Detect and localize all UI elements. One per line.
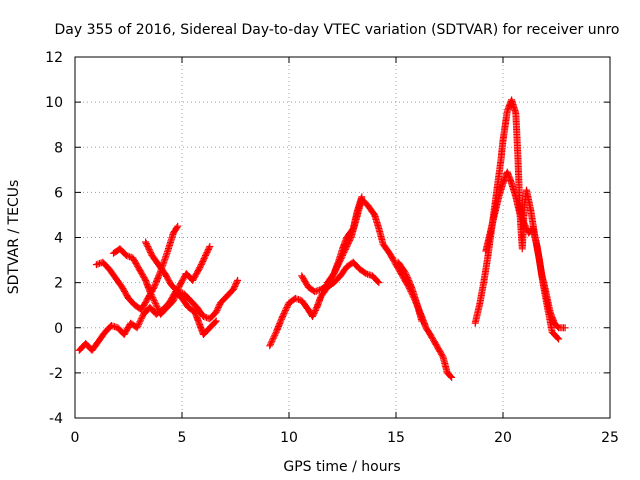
series-arc8 [394, 258, 426, 325]
x-tick-label: 15 [387, 430, 405, 446]
series-arc3 [110, 243, 214, 318]
y-axis-label: SDTVAR / TECUs [6, 180, 22, 295]
series-arc7 [324, 193, 366, 287]
x-tick-label: 5 [178, 430, 187, 446]
x-axis-label: GPS time / hours [283, 459, 400, 475]
series-layer [75, 96, 569, 381]
data-point-markers [298, 195, 456, 381]
series-arc6 [298, 195, 456, 381]
data-point-markers [394, 258, 426, 325]
grid-lines [75, 57, 610, 418]
y-tick-label: 12 [45, 50, 63, 66]
y-tick-label: 0 [54, 321, 63, 337]
series-arc10 [482, 168, 569, 332]
data-point-markers [324, 193, 366, 287]
y-tick-label: -4 [49, 411, 63, 427]
x-tick-label: 0 [71, 430, 80, 446]
data-point-markers [482, 168, 569, 332]
series-arc4 [142, 238, 242, 323]
series-arc5 [266, 258, 383, 350]
plot-frame [74, 56, 611, 419]
x-tick-label: 10 [280, 430, 298, 446]
y-tick-label: -2 [49, 366, 63, 382]
y-tick-label: 6 [54, 185, 63, 201]
y-tick-label: 10 [45, 95, 63, 111]
x-tick-label: 25 [601, 430, 619, 446]
y-tick-label: 4 [54, 231, 63, 247]
chart-title: Day 355 of 2016, Sidereal Day-to-day VTE… [55, 22, 620, 38]
axis-ticks: 0 5 10 15 20 25 -4 -2 0 2 4 6 8 10 12 [45, 50, 619, 446]
data-point-markers [142, 238, 242, 323]
data-point-markers [266, 258, 383, 350]
y-tick-label: 2 [54, 276, 63, 292]
y-tick-label: 8 [54, 140, 63, 156]
x-tick-label: 20 [494, 430, 512, 446]
data-point-markers [110, 243, 214, 318]
